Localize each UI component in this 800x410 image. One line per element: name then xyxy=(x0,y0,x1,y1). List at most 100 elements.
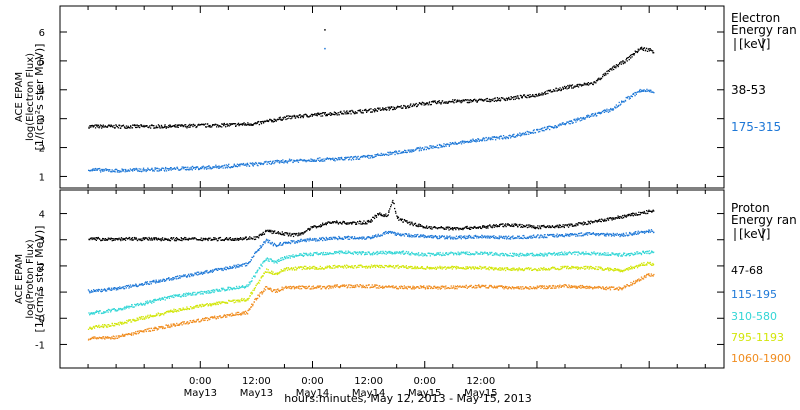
data-point xyxy=(631,214,633,216)
data-point xyxy=(395,150,397,152)
data-point xyxy=(316,240,318,242)
data-point xyxy=(232,123,234,125)
data-point xyxy=(88,127,90,129)
data-point xyxy=(191,308,193,310)
data-point xyxy=(258,234,260,236)
data-point xyxy=(453,253,455,255)
data-point xyxy=(590,220,592,222)
data-point xyxy=(496,100,498,102)
data-point xyxy=(463,99,465,101)
data-point xyxy=(260,277,262,279)
data-point xyxy=(418,148,421,150)
data-point xyxy=(427,147,429,149)
data-point xyxy=(469,226,471,228)
data-point xyxy=(523,255,525,257)
data-point xyxy=(415,252,418,255)
data-point xyxy=(116,171,118,173)
data-point xyxy=(295,160,297,162)
data-point xyxy=(107,169,109,171)
data-point xyxy=(102,237,104,240)
data-point xyxy=(152,315,154,318)
data-point xyxy=(423,254,425,257)
data-point xyxy=(596,80,598,82)
data-point xyxy=(195,273,197,276)
data-point xyxy=(547,233,549,236)
data-point xyxy=(148,316,151,318)
data-point xyxy=(522,226,524,228)
data-point xyxy=(177,294,179,296)
data-point xyxy=(170,237,173,239)
data-point xyxy=(215,123,217,125)
data-point xyxy=(112,324,114,326)
data-point xyxy=(562,252,564,254)
data-point xyxy=(476,140,479,142)
data-point xyxy=(104,238,107,240)
data-point xyxy=(238,238,240,240)
data-point xyxy=(394,153,396,156)
data-point xyxy=(115,289,117,291)
data-point xyxy=(246,163,248,165)
data-point xyxy=(621,101,623,103)
data-point xyxy=(265,238,268,240)
data-point xyxy=(205,126,207,128)
data-point xyxy=(537,131,540,133)
data-point xyxy=(120,322,122,324)
data-point xyxy=(146,169,148,172)
data-point xyxy=(456,227,458,229)
data-point xyxy=(106,290,108,292)
data-point xyxy=(405,106,407,108)
data-point xyxy=(375,108,377,111)
data-point xyxy=(377,153,379,155)
data-point xyxy=(519,223,521,226)
data-point xyxy=(129,284,132,286)
y-tick-label: 2 xyxy=(39,144,45,155)
data-point xyxy=(114,287,116,289)
data-point xyxy=(616,64,619,67)
data-point xyxy=(345,236,347,239)
data-point xyxy=(96,125,98,127)
data-point xyxy=(326,253,328,255)
data-point xyxy=(488,253,490,256)
data-point xyxy=(297,115,299,117)
legend-title: Proton xyxy=(731,201,770,215)
data-point xyxy=(126,127,128,129)
data-point xyxy=(605,110,607,113)
data-point xyxy=(226,123,229,125)
data-point xyxy=(487,137,489,139)
data-point xyxy=(342,238,345,240)
data-point xyxy=(95,239,97,241)
data-point xyxy=(266,119,268,121)
data-point xyxy=(244,236,247,238)
data-point xyxy=(138,316,141,319)
data-point xyxy=(489,99,491,101)
data-point xyxy=(567,252,570,254)
data-point xyxy=(237,164,240,166)
data-point xyxy=(447,227,449,229)
data-point xyxy=(350,156,353,158)
data-point xyxy=(94,238,96,241)
data-point xyxy=(94,127,97,129)
data-point xyxy=(441,226,443,229)
data-point xyxy=(144,318,146,320)
data-point xyxy=(607,252,609,254)
data-point xyxy=(484,226,486,228)
data-point xyxy=(178,294,180,297)
data-point xyxy=(229,124,232,126)
data-point xyxy=(522,237,524,240)
data-point xyxy=(409,221,411,223)
data-point xyxy=(113,288,115,291)
data-point xyxy=(160,238,162,240)
data-point xyxy=(589,233,591,235)
data-point xyxy=(266,120,268,122)
data-point xyxy=(421,104,423,106)
data-point xyxy=(338,235,340,238)
data-point xyxy=(284,116,286,119)
data-point xyxy=(331,221,333,224)
data-point xyxy=(194,124,196,127)
data-point xyxy=(628,234,630,236)
data-point xyxy=(599,252,601,255)
data-point xyxy=(603,111,605,113)
data-point xyxy=(520,95,522,97)
data-point xyxy=(334,221,336,223)
data-point xyxy=(621,101,623,103)
